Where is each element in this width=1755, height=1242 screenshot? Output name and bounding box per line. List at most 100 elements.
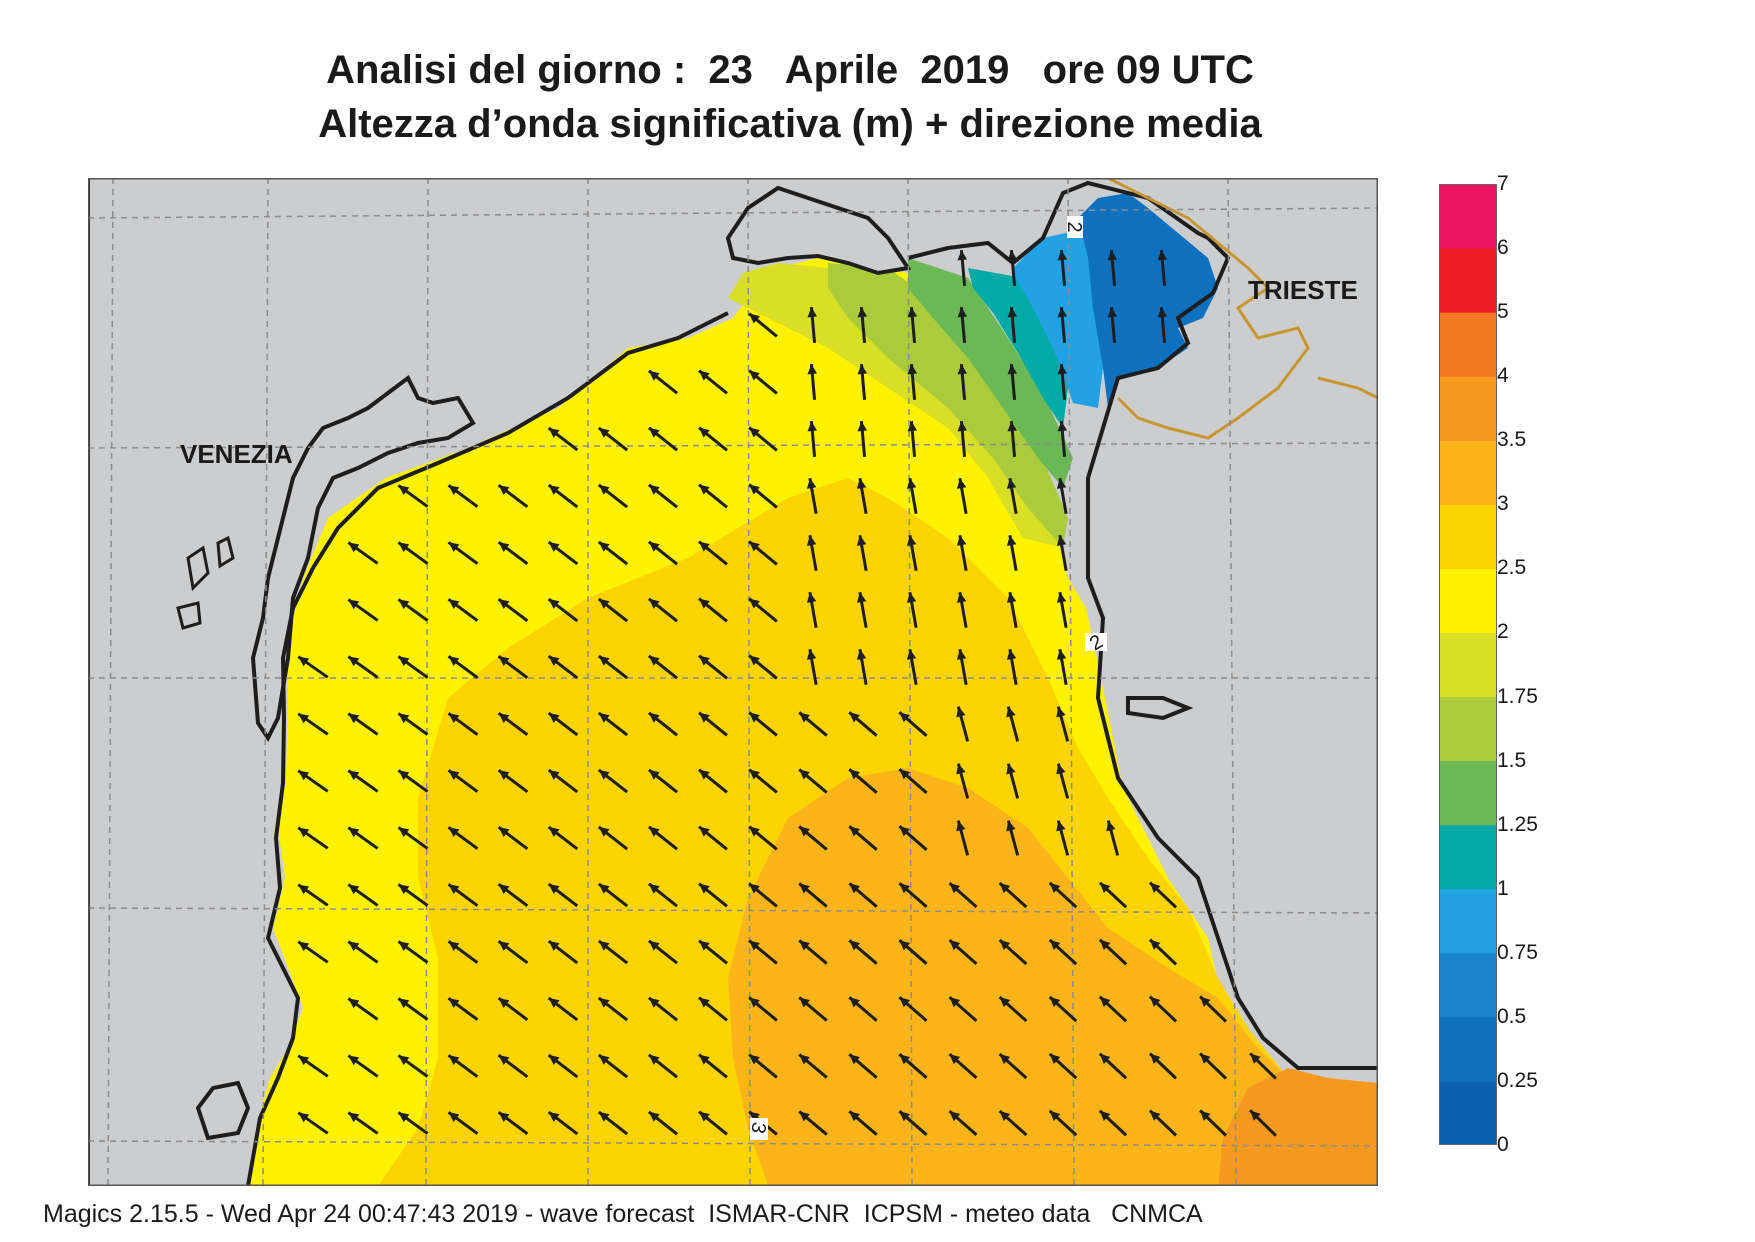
contour-label-3-south: 3 bbox=[746, 1118, 770, 1140]
wave-arrow-head bbox=[999, 1110, 1011, 1122]
wave-arrow-head bbox=[799, 1111, 810, 1122]
wave-arrow-head bbox=[899, 712, 911, 723]
wave-arrow-head bbox=[799, 883, 810, 894]
wave-arrow-head bbox=[857, 421, 868, 432]
city-label-venezia: VENEZIA bbox=[180, 439, 293, 469]
wave-arrow-head bbox=[598, 484, 610, 495]
wave-arrow-head bbox=[498, 713, 510, 723]
wave-arrow-head bbox=[298, 713, 310, 724]
colorbar-tick-label: 6 bbox=[1497, 236, 1509, 260]
wave-arrow-head bbox=[648, 769, 660, 780]
wave-arrow-head bbox=[298, 1112, 310, 1123]
wave-arrow-head bbox=[1007, 307, 1018, 318]
national-border bbox=[1107, 178, 1310, 440]
wave-arrow-head bbox=[999, 882, 1011, 894]
footer-credits: Magics 2.15.5 - Wed Apr 24 00:47:43 2019… bbox=[43, 1200, 1203, 1228]
wave-arrow-head bbox=[1250, 1110, 1261, 1121]
wave-arrow-head bbox=[957, 307, 968, 318]
wave-arrow-head bbox=[906, 478, 917, 489]
wave-arrow-head bbox=[999, 996, 1011, 1008]
wave-arrow-head bbox=[548, 542, 560, 552]
wave-arrow-head bbox=[498, 1112, 510, 1122]
wave-arrow-head bbox=[907, 364, 918, 375]
wave-arrow-head bbox=[799, 712, 810, 723]
wave-arrow-head bbox=[749, 1054, 760, 1065]
wave-arrow-head bbox=[598, 427, 610, 438]
wave-arrow-head bbox=[1056, 706, 1066, 718]
wave-arrow-head bbox=[398, 713, 410, 724]
wave-arrow-head bbox=[1099, 939, 1111, 950]
wave-arrow-head bbox=[598, 712, 610, 723]
istria-coastline bbox=[1086, 236, 1378, 1070]
wave-arrow-head bbox=[1049, 996, 1061, 1008]
colorbar-tick-label: 7 bbox=[1497, 172, 1509, 195]
wave-arrow-head bbox=[999, 1053, 1011, 1065]
wave-arrow-head bbox=[956, 820, 966, 832]
wave-arrow-head bbox=[849, 883, 860, 894]
wave-arrow-head bbox=[1006, 820, 1016, 832]
wave-arrow-head bbox=[448, 1112, 460, 1123]
wave-arrow-head bbox=[1049, 882, 1061, 894]
wave-arrow-head bbox=[907, 421, 918, 432]
wave-arrow-head bbox=[1006, 763, 1016, 775]
wave-arrow-head bbox=[849, 712, 860, 723]
wave-arrow-head bbox=[856, 535, 867, 546]
colorbar-segment bbox=[1439, 184, 1497, 249]
wave-arrow-head bbox=[749, 484, 760, 495]
colorbar-segment bbox=[1439, 632, 1497, 698]
wave-arrow-head bbox=[806, 649, 817, 660]
wave-arrow-head bbox=[348, 656, 360, 667]
wave-arrow-head bbox=[448, 1055, 460, 1066]
wave-arrow-head bbox=[548, 1055, 560, 1065]
wave-arrow-head bbox=[648, 883, 660, 894]
sea-band-1-1.25 bbox=[968, 268, 1068, 428]
wave-arrow-head bbox=[1056, 592, 1067, 603]
wave-arrow-head bbox=[906, 592, 917, 603]
wave-arrow-head bbox=[699, 370, 710, 381]
wave-arrow-head bbox=[648, 427, 660, 438]
wave-arrow-head bbox=[957, 421, 968, 432]
map-frame bbox=[88, 178, 1378, 1186]
wave-arrow-head bbox=[906, 535, 917, 546]
wave-arrow-head bbox=[348, 770, 360, 781]
wave-arrow-head bbox=[1099, 1053, 1111, 1064]
wave-arrow-head bbox=[1149, 882, 1161, 893]
wave-arrow-head bbox=[799, 826, 810, 837]
wave-arrow-head bbox=[1107, 250, 1118, 261]
svg-text:2: 2 bbox=[1063, 221, 1085, 232]
sea-band-0.5-0.75 bbox=[1078, 193, 1218, 408]
wave-arrow-head bbox=[799, 940, 810, 951]
colorbar-tick-label: 4 bbox=[1497, 364, 1509, 388]
wave-arrow-head bbox=[949, 1054, 961, 1065]
regional-border bbox=[1317, 376, 1378, 400]
wave-arrow-head bbox=[548, 998, 560, 1008]
wave-arrow-head bbox=[548, 485, 560, 495]
wave-arrow-head bbox=[298, 1055, 310, 1066]
sea-band-1.25-1.5 bbox=[908, 258, 1073, 488]
venice-islands bbox=[176, 535, 235, 630]
wave-arrow-head bbox=[749, 655, 760, 666]
wave-arrow-head bbox=[699, 484, 710, 495]
wave-arrow-head bbox=[498, 827, 510, 837]
wave-arrow-head bbox=[498, 884, 510, 894]
colorbar-segment bbox=[1439, 568, 1497, 633]
contour-label-2-north: 2 bbox=[1063, 216, 1085, 238]
wave-arrow-head bbox=[498, 998, 510, 1008]
wave-arrow-head bbox=[1149, 996, 1161, 1007]
wave-arrow-head bbox=[957, 364, 968, 375]
wave-arrow-head bbox=[1049, 939, 1061, 951]
wave-arrow-head bbox=[398, 770, 410, 781]
wave-arrow-head bbox=[448, 485, 460, 496]
wave-arrow-head bbox=[598, 541, 610, 552]
wave-arrow-head bbox=[1157, 307, 1168, 318]
wave-arrow-head bbox=[1056, 820, 1066, 832]
wave-arrow-head bbox=[548, 713, 560, 723]
wave-arrow-head bbox=[1007, 250, 1018, 261]
wave-arrow-head bbox=[806, 592, 817, 603]
wave-arrow-head bbox=[648, 1111, 660, 1122]
wave-arrow-head bbox=[648, 712, 660, 723]
sea-band-3-3.5 bbox=[728, 768, 1378, 1186]
wave-arrow-head bbox=[849, 997, 860, 1008]
colorbar-tick-label: 0 bbox=[1497, 1133, 1509, 1156]
wave-arrow-head bbox=[398, 827, 410, 838]
